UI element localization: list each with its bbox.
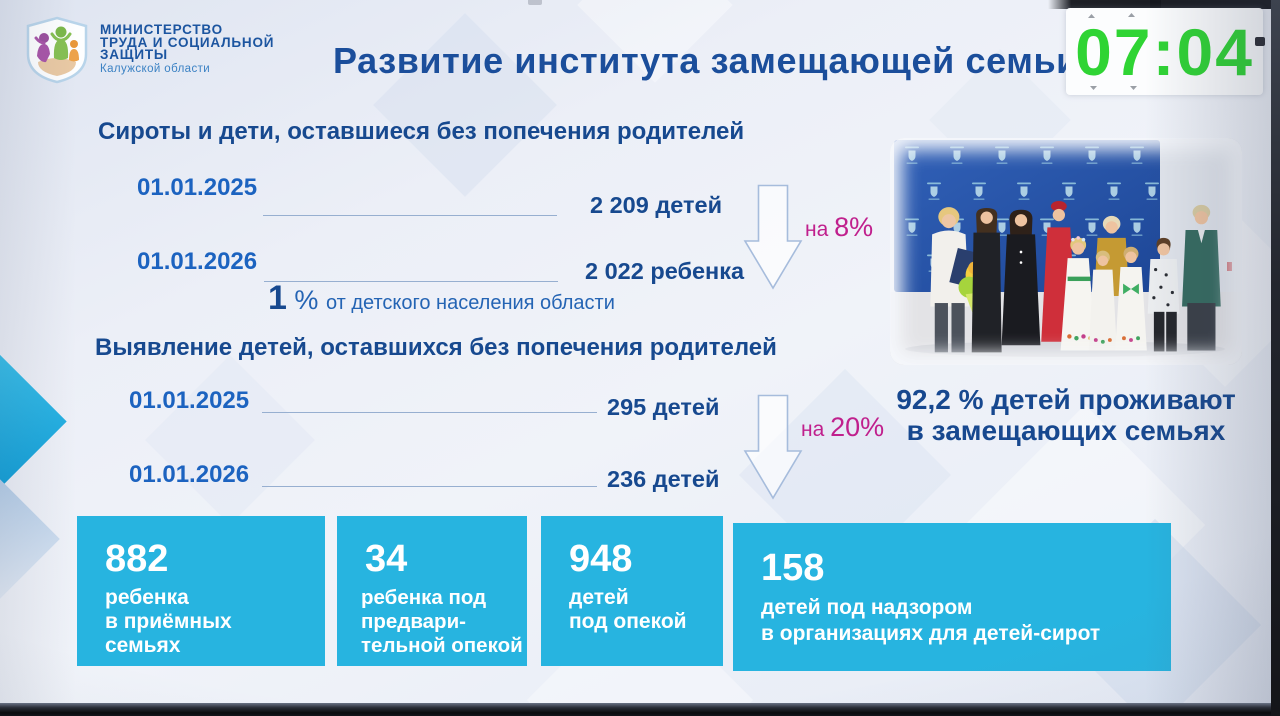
section1-row2-line [264, 281, 558, 283]
stat-label: ребенка под предвари- тельной опекой [361, 586, 523, 657]
decrease-arrow-2 [743, 394, 803, 500]
ministry-logo-text: МИНИСТЕРСТВО ТРУДА И СОЦИАЛЬНОЙ ЗАЩИТЫ К… [100, 22, 275, 75]
stat-number: 948 [569, 538, 633, 580]
logo-line1: МИНИСТЕРСТВО [100, 22, 223, 37]
section1-row2-date: 01.01.2026 [137, 248, 258, 275]
stat-number: 882 [105, 538, 169, 580]
screen-artifact-dash [1255, 37, 1265, 46]
section1-row1-date: 01.01.2025 [137, 174, 258, 201]
screen-artifact-tick [528, 0, 542, 5]
section1-change: на 8% [805, 212, 874, 242]
timer-mark [1090, 86, 1097, 90]
stat-box-4: 158 детей под надзором в организациях дл… [733, 523, 1171, 671]
logo-region: Калужской области [100, 62, 211, 75]
timer-mark [1128, 13, 1135, 17]
stat-number: 158 [761, 547, 825, 589]
slide: МИНИСТЕРСТВО ТРУДА И СОЦИАЛЬНОЙ ЗАЩИТЫ К… [0, 0, 1272, 704]
section1-note: 1 % от детского населения области [268, 279, 615, 317]
section1-row1-value: 2 209 детей [590, 192, 723, 218]
section2-row1-line [262, 412, 597, 414]
screen-bezel-tick [1150, 0, 1161, 13]
section2-change: на 20% [801, 412, 885, 442]
logo-line3: ЗАЩИТЫ [100, 47, 168, 63]
ministry-logo-icon [26, 16, 88, 84]
left-pale-diamond [0, 478, 60, 600]
stat-label: детей под надзором в организациях для де… [761, 596, 1101, 645]
timer-overlay: 07:04 [1066, 8, 1263, 95]
stat-box-1: 882 ребенка в приёмных семьях [77, 516, 325, 666]
section1-heading: Сироты и дети, оставшиеся без попечения … [98, 118, 745, 145]
bg-diamond [145, 355, 315, 525]
timer-mark [1130, 86, 1137, 90]
section2-row2-value: 236 детей [607, 466, 720, 492]
timer-mark [1088, 14, 1095, 18]
logo-line2: ТРУДА И СОЦИАЛЬНОЙ [100, 34, 275, 50]
section2-row1-date: 01.01.2025 [129, 387, 250, 414]
family-group-photo [890, 138, 1242, 365]
caption-line2: в замещающих семьях [906, 415, 1226, 446]
section2-row1-value: 295 детей [607, 394, 720, 420]
decrease-arrow-1 [743, 184, 803, 290]
photo-caption: 92,2 % детей проживают в замещающих семь… [886, 384, 1246, 446]
stat-label: ребенка в приёмных семьях [105, 586, 232, 657]
section2-row2-date: 01.01.2026 [129, 461, 250, 488]
section1-row1-line [263, 215, 557, 217]
stat-label: детей под опекой [569, 586, 687, 633]
stat-box-2: 34 ребенка под предвари- тельной опекой [337, 516, 527, 666]
timer-digits: 07:04 [1075, 15, 1254, 89]
left-accent-diamond [0, 354, 67, 489]
screen-bezel-bottom [0, 703, 1280, 716]
stat-number: 34 [365, 538, 408, 580]
section1-row2-value: 2 022 ребенка [585, 258, 745, 284]
screen-bezel-top-right [1048, 0, 1280, 9]
caption-line1: 92,2 % детей проживают [896, 384, 1236, 415]
screen-bezel-right [1271, 0, 1280, 716]
section2-heading: Выявление детей, оставшихся без попечени… [95, 334, 777, 361]
stat-box-3: 948 детей под опекой [541, 516, 723, 666]
slide-title: Развитие института замещающей семьи [333, 40, 1079, 81]
section2-row2-line [262, 486, 597, 488]
